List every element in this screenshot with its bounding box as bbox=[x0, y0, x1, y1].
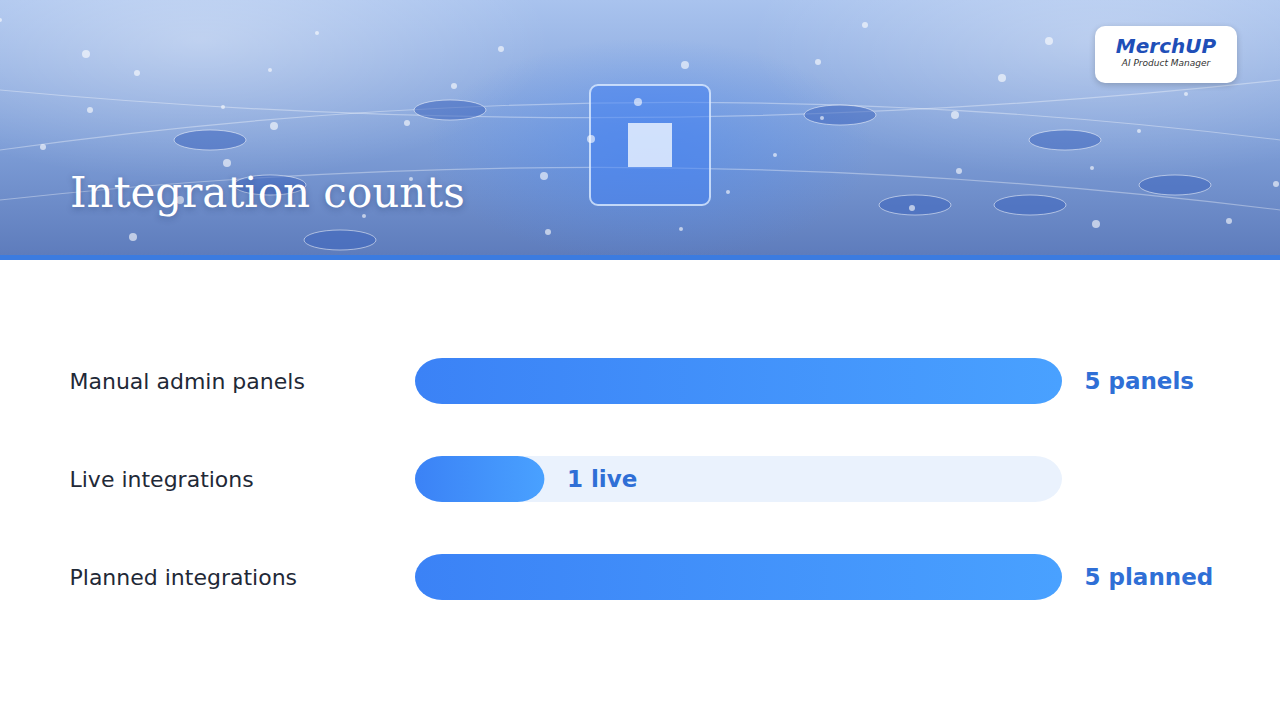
svg-text:1 live: 1 live bbox=[567, 466, 637, 492]
html-text:MerchUP: MerchUP bbox=[1115, 34, 1217, 58]
html-text:AI Product Manager: AI Product Manager bbox=[1121, 58, 1211, 68]
svg-text:Planned integrations: Planned integrations bbox=[70, 565, 298, 590]
svg-text:5 planned: 5 planned bbox=[1085, 564, 1214, 590]
svg-text:5 panels: 5 panels bbox=[1085, 368, 1195, 394]
svg-text:Live integrations: Live integrations bbox=[70, 467, 254, 492]
html-text:Integration counts: Integration counts bbox=[70, 168, 465, 217]
svg-text:Manual admin panels: Manual admin panels bbox=[70, 369, 305, 394]
